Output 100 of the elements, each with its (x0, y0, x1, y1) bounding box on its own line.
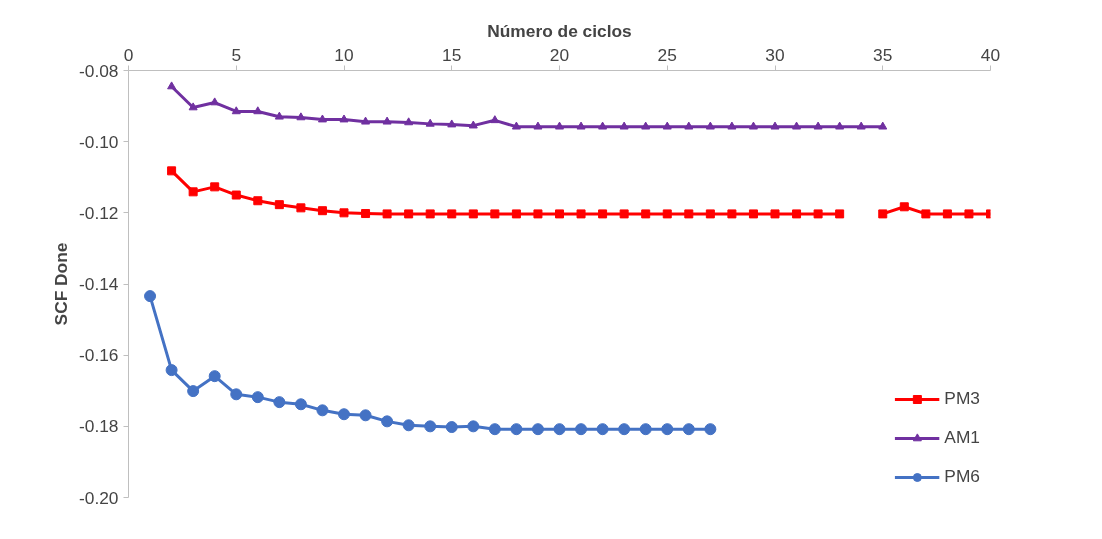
legend-label: PM3 (944, 388, 980, 409)
point (230, 388, 243, 401)
point (899, 202, 909, 212)
point (210, 182, 220, 192)
point (447, 119, 457, 128)
point (727, 121, 737, 130)
point (619, 209, 629, 219)
point (553, 423, 566, 436)
point (361, 116, 371, 125)
point (792, 121, 802, 130)
legend-label: AM1 (944, 427, 980, 448)
point (684, 121, 694, 130)
point (835, 209, 845, 219)
point (188, 102, 198, 111)
point (964, 209, 974, 219)
point (382, 116, 392, 125)
point (792, 209, 802, 219)
y-tick-label: -0.18 (79, 416, 119, 437)
point (404, 209, 414, 219)
point (533, 121, 543, 130)
point (619, 121, 629, 130)
x-tick-label: 15 (442, 44, 462, 65)
point (339, 114, 349, 123)
point (576, 209, 586, 219)
point (596, 423, 609, 436)
point (813, 209, 823, 219)
point (490, 209, 500, 219)
point (490, 115, 500, 124)
point (425, 209, 435, 219)
point (296, 112, 306, 121)
point (382, 209, 392, 219)
x-tick-label: 20 (549, 44, 570, 65)
x-tick-label: 30 (765, 44, 785, 65)
point (317, 114, 327, 123)
point (316, 404, 329, 417)
x-tick-label: 40 (980, 44, 1001, 65)
point (641, 209, 651, 219)
point (727, 209, 737, 219)
point (531, 423, 544, 436)
point (878, 121, 888, 130)
point (167, 166, 177, 176)
point (704, 423, 717, 436)
point (425, 118, 435, 127)
point (468, 209, 478, 219)
point (705, 209, 715, 219)
point (813, 121, 823, 130)
point (576, 121, 586, 130)
point (661, 423, 674, 436)
point (253, 196, 263, 206)
point (339, 208, 349, 218)
point (187, 385, 200, 398)
y-tick-label: -0.14 (79, 274, 119, 294)
point (294, 398, 307, 411)
point (510, 423, 523, 436)
point (467, 420, 480, 433)
point (748, 121, 758, 130)
point (618, 423, 631, 436)
point (856, 121, 866, 130)
point (361, 209, 371, 219)
point (208, 370, 221, 383)
point (641, 121, 651, 130)
x-tick-label: 25 (657, 44, 677, 65)
point (251, 391, 264, 404)
point (273, 396, 286, 409)
point (770, 209, 780, 219)
x-tick-label: 35 (873, 44, 893, 65)
x-tick-label: 5 (231, 44, 242, 65)
point (662, 121, 672, 130)
point (167, 81, 177, 90)
y-axis-title: SCF Done (51, 242, 71, 326)
y-tick-label: -0.10 (79, 131, 119, 152)
point (188, 187, 198, 197)
point (210, 97, 220, 106)
point (253, 106, 263, 115)
point (144, 290, 157, 303)
point (835, 121, 845, 130)
point (555, 121, 564, 130)
point (598, 121, 608, 130)
point (274, 200, 284, 210)
point (404, 117, 414, 126)
x-tick-label: 0 (123, 44, 134, 65)
point (878, 209, 888, 219)
point (231, 106, 241, 115)
point (511, 209, 521, 219)
point (684, 209, 694, 219)
point (338, 408, 350, 421)
y-tick-label: -0.08 (79, 60, 119, 81)
y-tick-label: -0.12 (79, 202, 119, 223)
y-tick-label: -0.16 (79, 345, 119, 366)
point (488, 423, 501, 436)
point (533, 209, 543, 219)
point (468, 120, 478, 129)
point (445, 421, 458, 434)
point (942, 209, 952, 219)
y-tick-label: -0.20 (79, 487, 119, 508)
point (575, 423, 588, 436)
point (231, 190, 241, 200)
point (748, 209, 758, 219)
point (359, 409, 372, 422)
point (511, 121, 521, 130)
